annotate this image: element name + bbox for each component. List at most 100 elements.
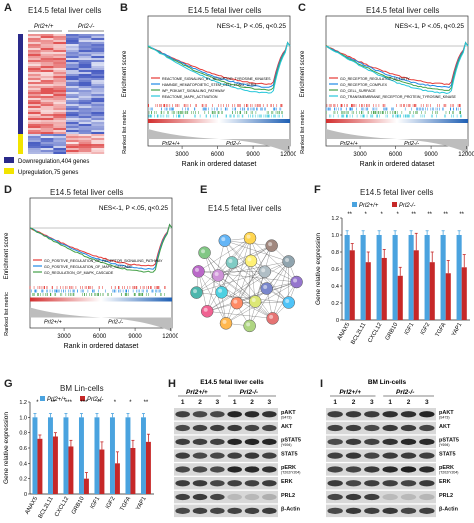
blot-band: [419, 493, 435, 501]
blot-band: [419, 507, 435, 514]
heatmap-cell: [53, 148, 67, 151]
x-tick-label: 6000: [389, 152, 403, 158]
legend-label: HAMNDE_HEMATOPOIETIC_STEM_CELL_LONG_TERM: [162, 83, 256, 87]
y-axis-label-bottom: Ranked list metric: [300, 110, 306, 154]
blot-band: [400, 411, 417, 418]
bar: [99, 449, 105, 494]
heatmap-cell: [40, 60, 54, 63]
heatmap-cell: [40, 54, 54, 57]
heatmap-cell: [53, 138, 67, 141]
bar: [37, 438, 43, 494]
heatmap-cell: [66, 84, 79, 87]
heatmap-cell: [53, 64, 67, 67]
heatmap-cell: [91, 50, 105, 53]
heatmap-cell: [66, 152, 79, 154]
blot-label: PRL2: [439, 493, 453, 499]
blot-sublabel: (S473): [439, 416, 450, 420]
significance-label: *: [397, 212, 400, 218]
heatmap-cell: [66, 118, 79, 121]
group-label-wt: Prl2+/+: [44, 320, 63, 326]
heatmap-cell: [66, 66, 79, 69]
blot-band: [244, 452, 260, 459]
lane-number: 3: [268, 399, 272, 406]
heatmap-cell: [78, 118, 92, 121]
heatmap-cell: [91, 126, 105, 129]
heatmap-cell: [78, 98, 92, 101]
heatmap-cell: [78, 152, 92, 154]
bar: [47, 417, 53, 494]
blot-label: STAT5: [439, 451, 456, 457]
blot-label: β-Actin: [281, 507, 301, 513]
bar: [461, 267, 467, 320]
heatmap-cell: [28, 152, 41, 154]
x-tick-label: 3000: [175, 152, 189, 158]
legend-label-ko: Prl2-/-: [87, 397, 103, 403]
heatmap-sidebar-down: [18, 34, 23, 134]
heatmap-cell: [91, 130, 105, 133]
significance-label: **: [459, 212, 464, 218]
heatmap-cell: [53, 78, 67, 81]
heatmap-cell: [66, 104, 79, 107]
heatmap-cell: [28, 130, 41, 133]
heatmap-cell: [78, 66, 92, 69]
x-tick-label: ANAX5: [337, 322, 352, 341]
heatmap-cell: [40, 74, 54, 77]
significance-label: **: [51, 400, 56, 406]
blot-band: [244, 438, 260, 445]
legend-label: WP_PI3KAKT_SIGNALING_PATHWAY: [162, 89, 226, 93]
x-tick-label: 3000: [353, 152, 367, 158]
significance-label: **: [443, 212, 448, 218]
heatmap-cell: [66, 86, 79, 89]
heatmap-cell: [66, 106, 79, 109]
heatmap-cell: [53, 90, 67, 93]
gsea-plot: NES<-1, P <.05, q<0.25 GO_POSITIVE_REGULA…: [4, 197, 178, 350]
heatmap-cell: [91, 72, 105, 75]
heatmap-cell: [78, 142, 92, 145]
stats-annotation: NES<-1, P <.05, q<0.25: [395, 23, 464, 30]
heatmap-cell: [91, 112, 105, 115]
heatmap-cell: [66, 132, 79, 135]
heatmap-cell: [91, 110, 105, 113]
legend-label-wt: Prl2+/+: [47, 397, 67, 403]
y-axis-label: Gene relative expression: [315, 233, 322, 305]
group-label-wt: Prl2+/+: [340, 141, 359, 147]
heatmap-cell: [91, 88, 105, 91]
bar-chart: 0 0.2 0.4 0.6 0.8 1.0 1.2 Gene relative express…: [3, 396, 154, 520]
legend-label-up: Upregulation,75 genes: [18, 170, 78, 176]
heatmap-cell: [28, 106, 41, 109]
enrichment-curve: [325, 41, 469, 91]
heatmap-cell: [40, 36, 54, 39]
significance-label: *: [129, 400, 132, 406]
legend-label: GO_TRANSMEMBRANE_RECEPTOR_PROTEIN_TYROSI…: [340, 95, 457, 99]
network-edge: [207, 261, 289, 312]
x-tick-label: 12000: [458, 152, 474, 158]
blot-label: pERK: [439, 465, 454, 471]
heatmap-cell: [28, 134, 41, 137]
blot-band: [192, 411, 208, 418]
heatmap-cell: [91, 86, 105, 89]
blot-band: [262, 424, 277, 432]
heatmap-cell: [66, 114, 79, 117]
heatmap-cell: [66, 34, 79, 37]
enrichment-curve: [29, 223, 173, 273]
node-highlight: [285, 299, 290, 304]
heatmap-cell: [53, 52, 67, 55]
heatmap-cell: [53, 62, 67, 65]
heatmap-cell: [78, 74, 92, 77]
significance-label: **: [97, 400, 102, 406]
x-tick-label: BCL2L11: [38, 496, 55, 520]
heatmap-cell: [66, 68, 79, 71]
heatmap-cell: [66, 70, 79, 73]
blot-band: [175, 507, 190, 514]
blot-band: [400, 466, 417, 473]
blot-band: [175, 424, 190, 432]
enrichment-curve: [147, 41, 291, 85]
heatmap-cell: [53, 50, 67, 53]
heatmap-cell: [53, 110, 67, 113]
blot-band: [400, 424, 417, 432]
significance-label: **: [427, 212, 432, 218]
heatmap-cell: [66, 120, 79, 123]
panel-g: G BM Lin-cells 0 0.2 0.4 0.6 0.8 1.0 1.2 Gene r…: [0, 366, 158, 523]
blot-band: [382, 466, 398, 473]
blot-band: [244, 466, 260, 473]
